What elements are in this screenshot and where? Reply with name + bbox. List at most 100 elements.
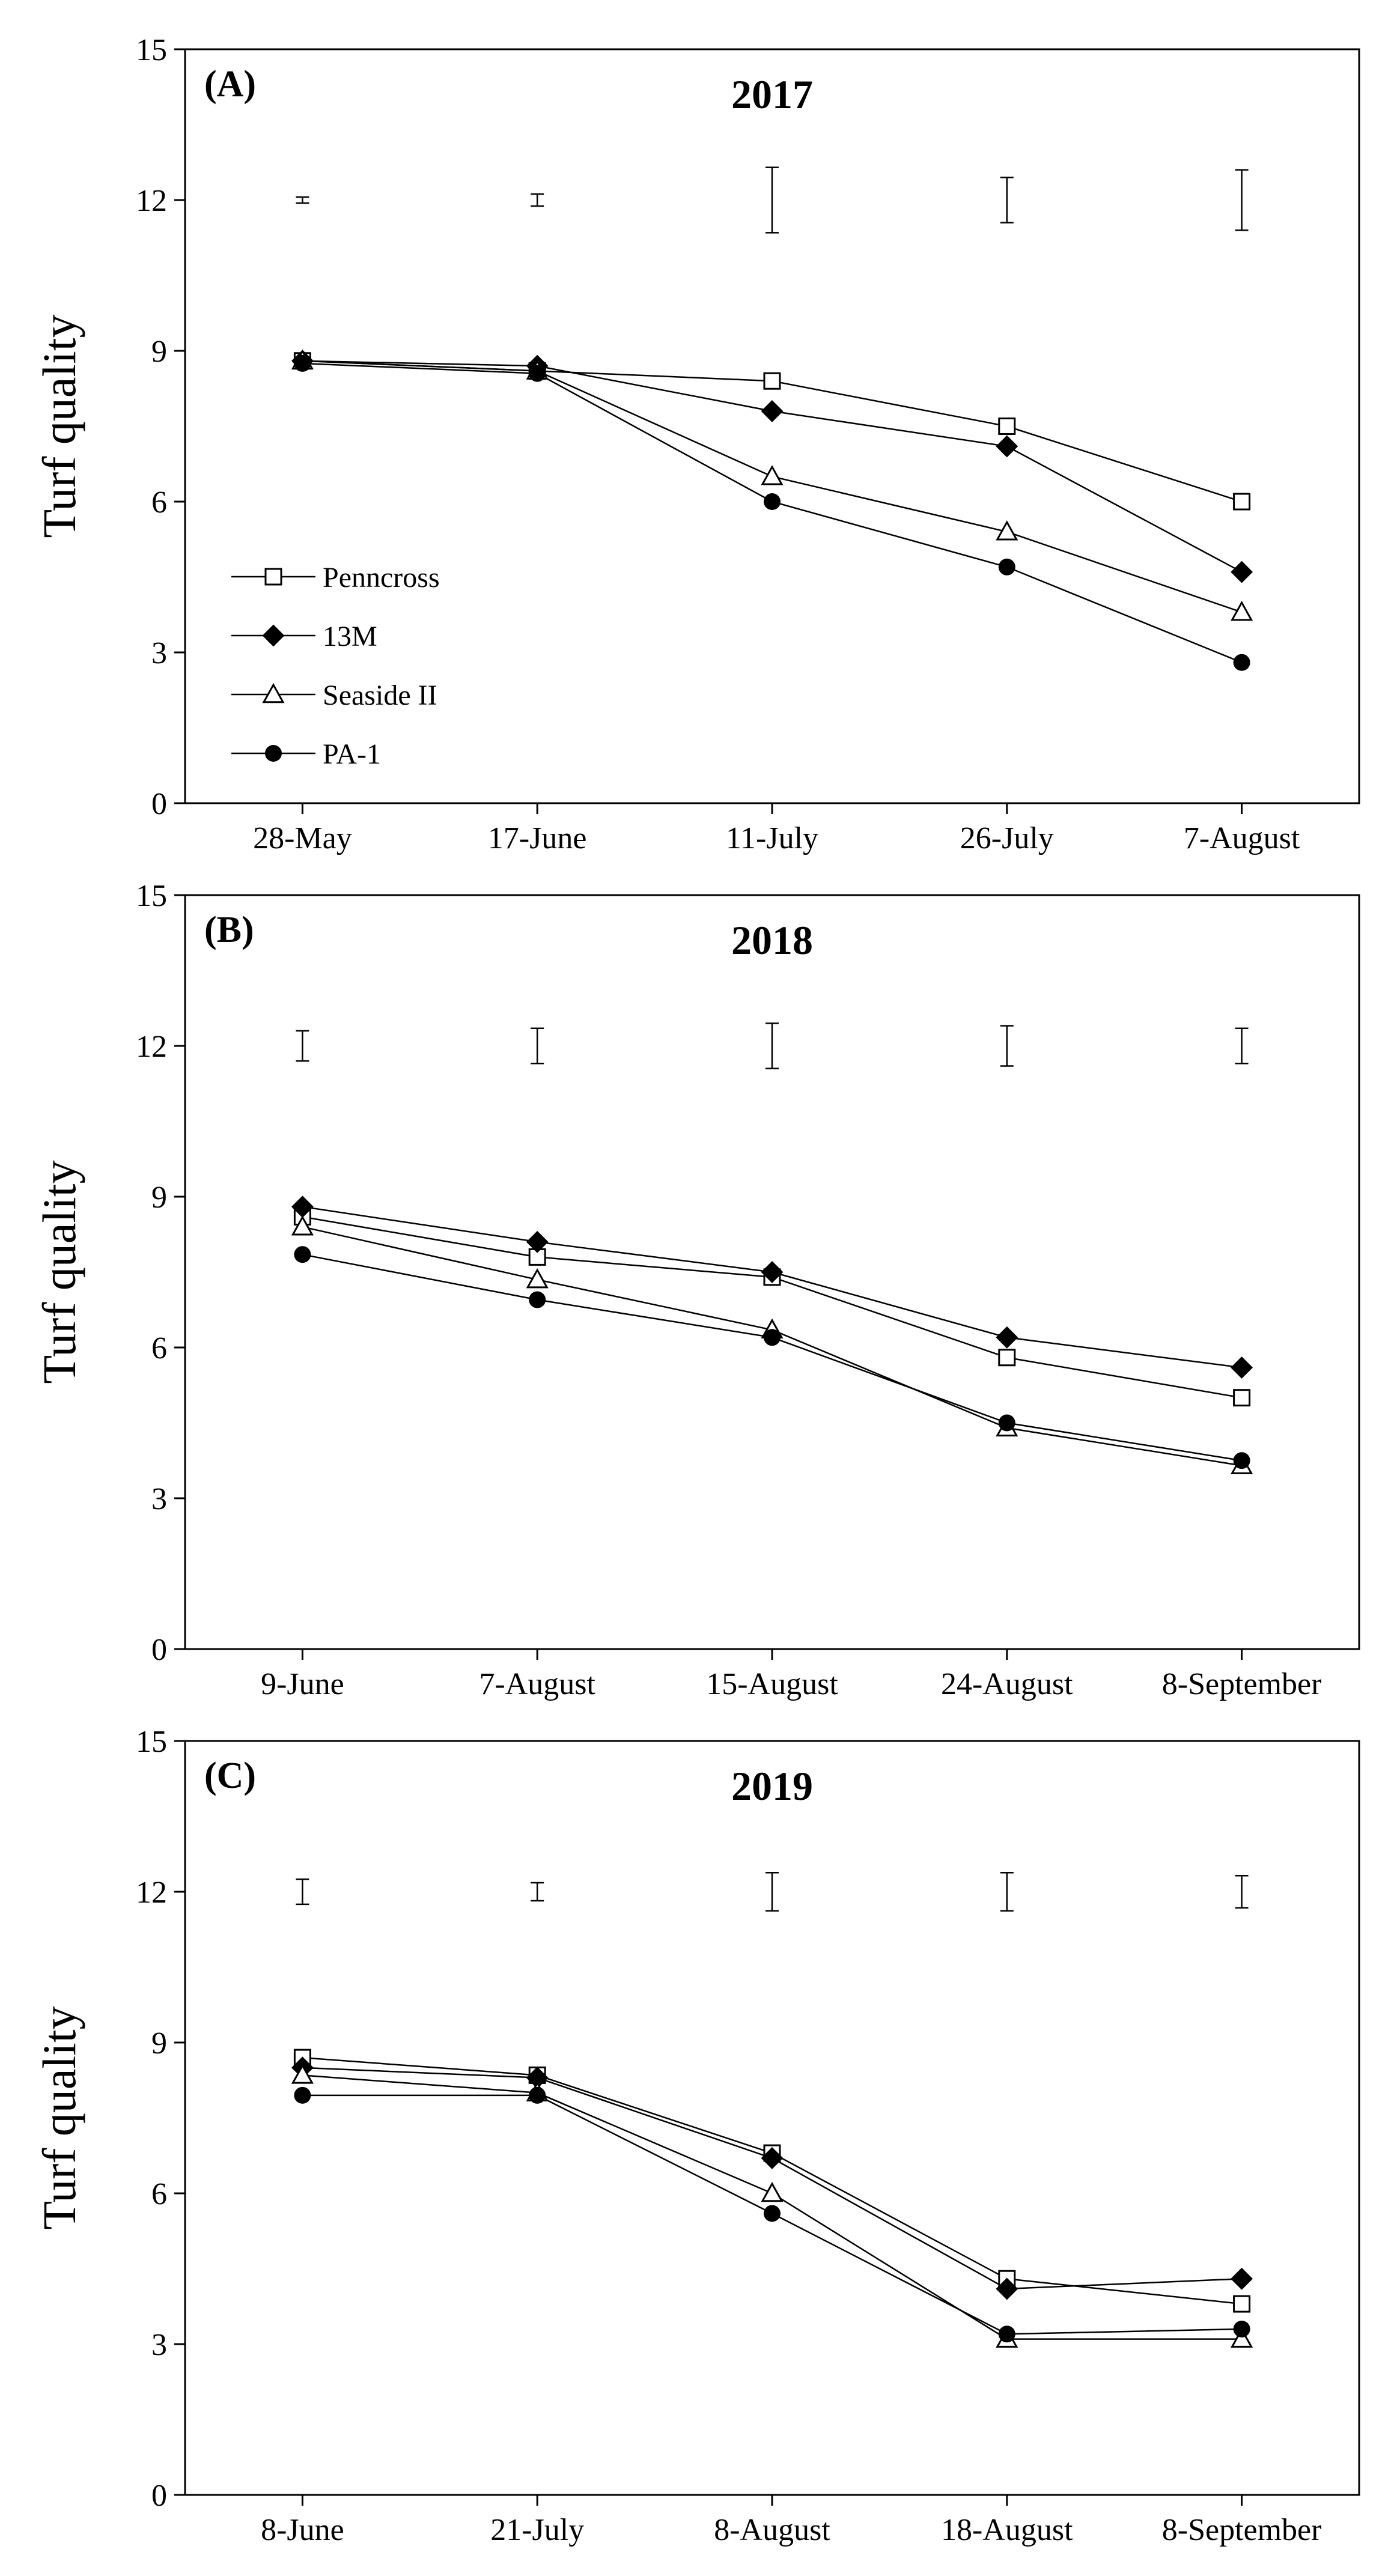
- data-point-13m: [1231, 2267, 1253, 2290]
- data-point-pa-1: [764, 1329, 781, 1346]
- lsd-error-bar: [531, 1027, 544, 1065]
- y-tick-label: 15: [136, 1725, 167, 1759]
- panel-title: 2019: [731, 1763, 813, 1809]
- lsd-error-bar: [1000, 1025, 1014, 1067]
- lsd-error-bar: [765, 1871, 779, 1912]
- chart-panel-1: 0 3 6 9 12 15 28-May 17-June 11-July 26-July 7-Aug…: [33, 33, 1360, 855]
- series-line-penncross: [302, 1216, 1242, 1399]
- data-point-13m: [1231, 1356, 1253, 1379]
- data-point-13m: [1231, 560, 1253, 583]
- data-point-seaside-ii: [526, 1268, 549, 1289]
- x-tick-label: 9-June: [261, 1667, 344, 1701]
- legend-marker: [262, 682, 285, 703]
- legend-label: Seaside II: [323, 679, 437, 711]
- x-tick-label: 11-July: [726, 821, 818, 855]
- panel-label: (A): [204, 64, 256, 105]
- legend-marker: [264, 568, 282, 586]
- lsd-error-bar: [296, 1878, 309, 1906]
- lsd-error-bar: [765, 1022, 779, 1069]
- x-tick-label: 8-August: [714, 2513, 830, 2547]
- y-tick-label: 9: [151, 1180, 167, 1215]
- data-point-seaside-ii: [1231, 2327, 1253, 2348]
- y-tick-label: 15: [136, 33, 167, 67]
- x-tick-label: 8-September: [1162, 1667, 1322, 1701]
- x-tick-label: 18-August: [941, 2513, 1073, 2547]
- plot-frame: [184, 1740, 1360, 2496]
- x-tick-label: 17-June: [488, 821, 587, 855]
- y-tick-label: 6: [151, 2177, 167, 2211]
- y-tick-label: 12: [136, 1876, 167, 1910]
- y-axis-label: Turf quality: [33, 1161, 85, 1384]
- series-line-seaside-ii: [302, 360, 1243, 613]
- data-point-13m: [761, 2147, 784, 2169]
- data-point-pa-1: [1233, 1452, 1250, 1469]
- x-tick-label: 7-August: [479, 1667, 595, 1701]
- legend-marker: [265, 745, 282, 762]
- chart-panel-3: 0 3 6 9 12 15 8-June 21-July 8-August 18-August 8-…: [33, 1725, 1360, 2547]
- legend-label: PA-1: [323, 738, 381, 770]
- lsd-error-bar: [765, 166, 779, 234]
- legend-marker: [262, 624, 285, 647]
- data-point-penncross: [998, 1349, 1016, 1367]
- data-point-pa-1: [1233, 2320, 1250, 2338]
- x-tick-label: 7-August: [1184, 821, 1300, 855]
- data-point-seaside-ii: [291, 1215, 314, 1236]
- y-tick-label: 12: [136, 1030, 167, 1064]
- data-point-pa-1: [294, 2086, 311, 2104]
- x-tick-label: 15-August: [706, 1667, 838, 1701]
- series-line-penncross: [302, 2056, 1242, 2305]
- panel-title: 2017: [731, 71, 813, 117]
- data-point-penncross: [998, 418, 1016, 435]
- chart-panel-2: 0 3 6 9 12 15 9-June 7-August 15-August 24-August…: [33, 879, 1360, 1701]
- data-point-13m: [526, 1230, 549, 1253]
- y-tick-label: 0: [151, 2479, 167, 2513]
- lsd-error-bar: [1235, 1874, 1249, 1909]
- data-point-pa-1: [998, 1414, 1015, 1432]
- panel-title: 2018: [731, 917, 813, 963]
- y-axis-label: Turf quality: [33, 2006, 85, 2230]
- data-point-pa-1: [529, 365, 546, 382]
- legend: Penncross 13M Seaside II PA-1: [231, 562, 440, 770]
- legend-label: Penncross: [323, 562, 440, 594]
- lsd-error-bar: [296, 196, 309, 204]
- data-point-pa-1: [764, 493, 781, 510]
- lsd-error-bar: [531, 193, 544, 207]
- y-tick-label: 3: [151, 636, 167, 670]
- data-point-pa-1: [998, 558, 1015, 576]
- y-tick-label: 3: [151, 2328, 167, 2362]
- x-tick-label: 21-July: [490, 2513, 584, 2547]
- y-tick-label: 6: [151, 485, 167, 520]
- y-tick-label: 0: [151, 787, 167, 821]
- y-tick-label: 9: [151, 2026, 167, 2061]
- data-point-penncross: [1233, 493, 1251, 511]
- data-point-penncross: [1233, 1389, 1251, 1407]
- lsd-error-bar: [531, 1882, 544, 1902]
- x-tick-label: 24-August: [941, 1667, 1073, 1701]
- x-tick-label: 26-July: [960, 821, 1054, 855]
- data-point-pa-1: [529, 1291, 546, 1308]
- data-point-seaside-ii: [291, 2064, 314, 2084]
- data-point-13m: [996, 1326, 1018, 1349]
- y-tick-label: 3: [151, 1482, 167, 1516]
- x-tick-label: 8-June: [261, 2513, 344, 2547]
- data-point-13m: [996, 2277, 1018, 2300]
- data-point-13m: [761, 399, 784, 422]
- data-point-seaside-ii: [761, 2181, 784, 2202]
- data-point-13m: [996, 435, 1018, 458]
- series-line-13m: [302, 2067, 1242, 2290]
- y-tick-label: 6: [151, 1331, 167, 1365]
- lsd-error-bar: [1000, 177, 1014, 223]
- panel-label: (B): [204, 910, 254, 950]
- lsd-error-bar: [1235, 169, 1249, 231]
- data-point-pa-1: [764, 2205, 781, 2222]
- lsd-error-bar: [1235, 1027, 1249, 1065]
- y-tick-label: 0: [151, 1633, 167, 1667]
- data-point-pa-1: [1233, 654, 1250, 671]
- data-point-13m: [761, 1261, 784, 1283]
- panel-label: (C): [204, 1755, 256, 1796]
- data-point-pa-1: [294, 1246, 311, 1263]
- x-tick-label: 28-May: [253, 821, 352, 855]
- lsd-error-bar: [1000, 1871, 1014, 1912]
- data-point-pa-1: [998, 2325, 1015, 2343]
